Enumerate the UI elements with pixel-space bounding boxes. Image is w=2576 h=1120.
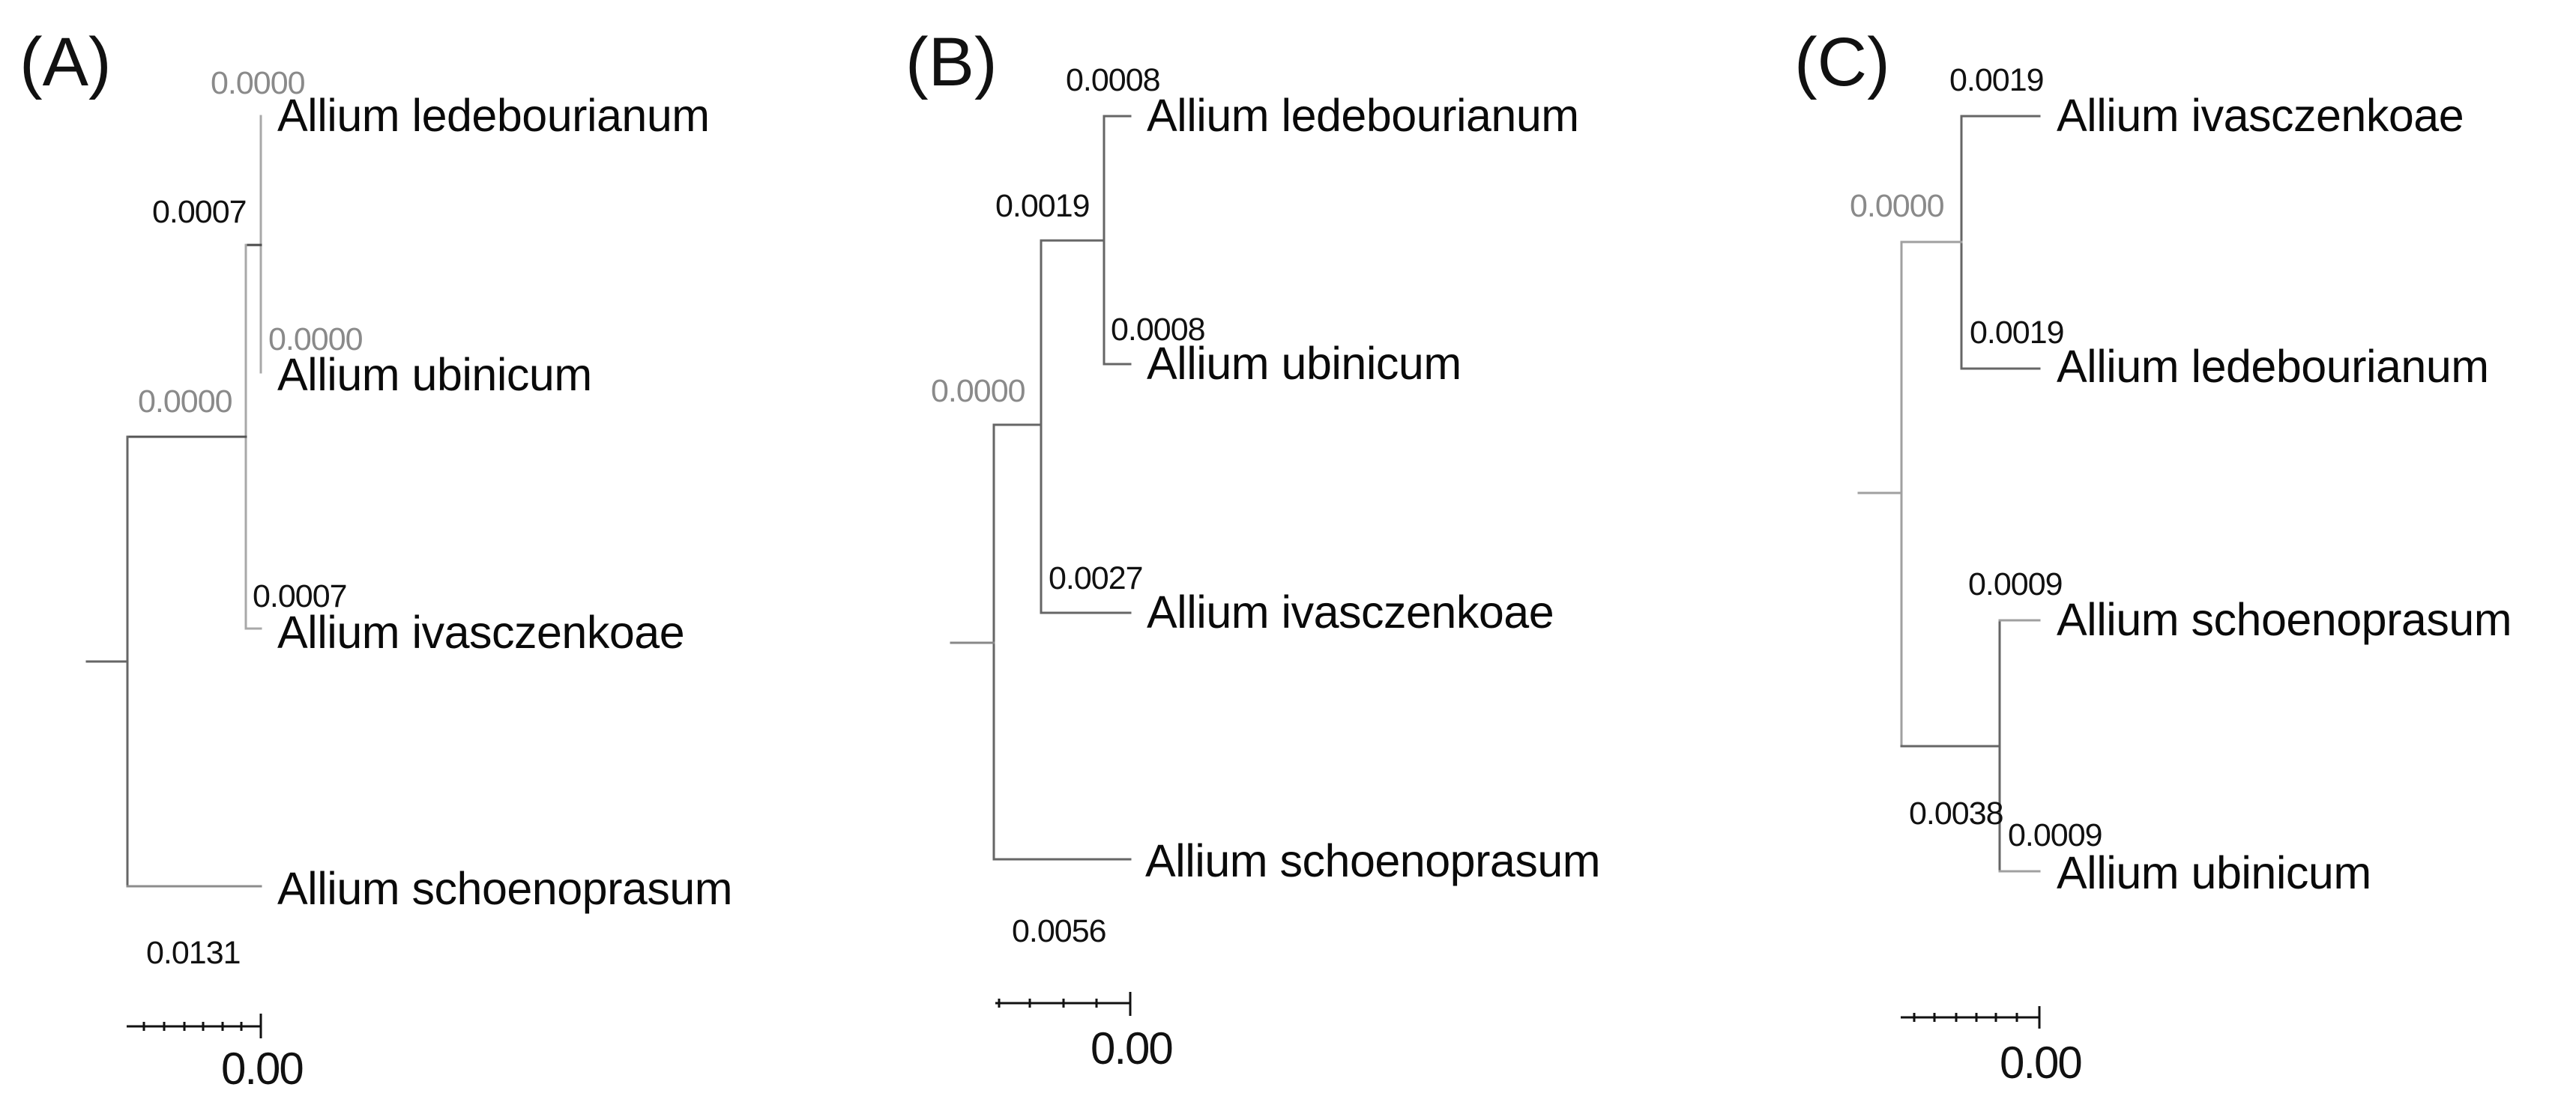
taxon-label-ubinicum: Allium ubinicum — [2057, 847, 2371, 898]
branch-length-clade-2: 0.0038 — [1909, 796, 2004, 832]
scale-bar-label: 0.00 — [221, 1044, 304, 1094]
scale-bar-b — [995, 992, 1132, 1016]
taxon-label-schoenoprasum: Allium schoenoprasum — [2057, 594, 2512, 645]
scale-bar-a — [127, 1014, 262, 1038]
taxon-label-ubinicum: Allium ubinicum — [277, 349, 592, 400]
branch-length-inner-clade: 0.0000 — [138, 384, 233, 420]
taxon-label-schoenoprasum: Allium schoenoprasum — [277, 863, 733, 914]
taxon-label-ivasczenkoae: Allium ivasczenkoae — [277, 607, 685, 658]
taxon-label-ubinicum: Allium ubinicum — [1147, 338, 1462, 389]
taxon-label-ivasczenkoae: Allium ivasczenkoae — [2057, 90, 2464, 141]
branch-length-clade: 0.0000 — [1850, 188, 1945, 224]
branch-length-ivasczenkoae: 0.0007 — [253, 578, 348, 614]
scale-bar-c — [1901, 1006, 2041, 1029]
branch-length-ubinicum: 0.0000 — [268, 321, 364, 357]
panel-c-label: (C) — [1794, 24, 1890, 100]
branch-length-schoenoprasum: 0.0131 — [146, 935, 241, 971]
branch-length-ivasczenkoae: 0.0027 — [1049, 560, 1144, 596]
branch-length-ledebourianum: 0.0008 — [1066, 62, 1161, 98]
branch-length-ubinicum: 0.0008 — [1111, 312, 1206, 348]
panel-b-label: (B) — [905, 24, 998, 100]
branch-length-ivasczenkoae: 0.0019 — [1949, 62, 2045, 98]
taxon-label-ledebourianum: Allium ledebourianum — [277, 90, 710, 141]
taxon-label-ivasczenkoae: Allium ivasczenkoae — [1147, 587, 1554, 638]
branch-length-ubinicum: 0.0009 — [2008, 817, 2103, 853]
branch-length-inner-clade: 0.0000 — [931, 373, 1026, 409]
branch-length-schoenoprasum: 0.0009 — [1968, 566, 2063, 602]
panel-a-label: (A) — [19, 24, 112, 100]
scale-bar-label: 0.00 — [2000, 1038, 2083, 1088]
tree-a-branches — [85, 115, 262, 888]
taxon-label-ledebourianum: Allium ledebourianum — [2057, 341, 2489, 392]
branch-length-schoenoprasum: 0.0056 — [1012, 913, 1107, 949]
tree-c-branches — [1857, 115, 2041, 873]
branch-length-ledebourianum: 0.0000 — [211, 65, 306, 101]
tree-b-branches — [950, 115, 1132, 861]
branch-length-ledebourianum: 0.0019 — [1970, 315, 2065, 351]
scale-bar-label: 0.00 — [1091, 1023, 1174, 1074]
taxon-label-schoenoprasum: Allium schoenoprasum — [1145, 835, 1601, 886]
branch-length-clade: 0.0019 — [995, 188, 1091, 224]
branch-length-clade: 0.0007 — [152, 194, 247, 230]
taxon-label-ledebourianum: Allium ledebourianum — [1147, 90, 1579, 141]
